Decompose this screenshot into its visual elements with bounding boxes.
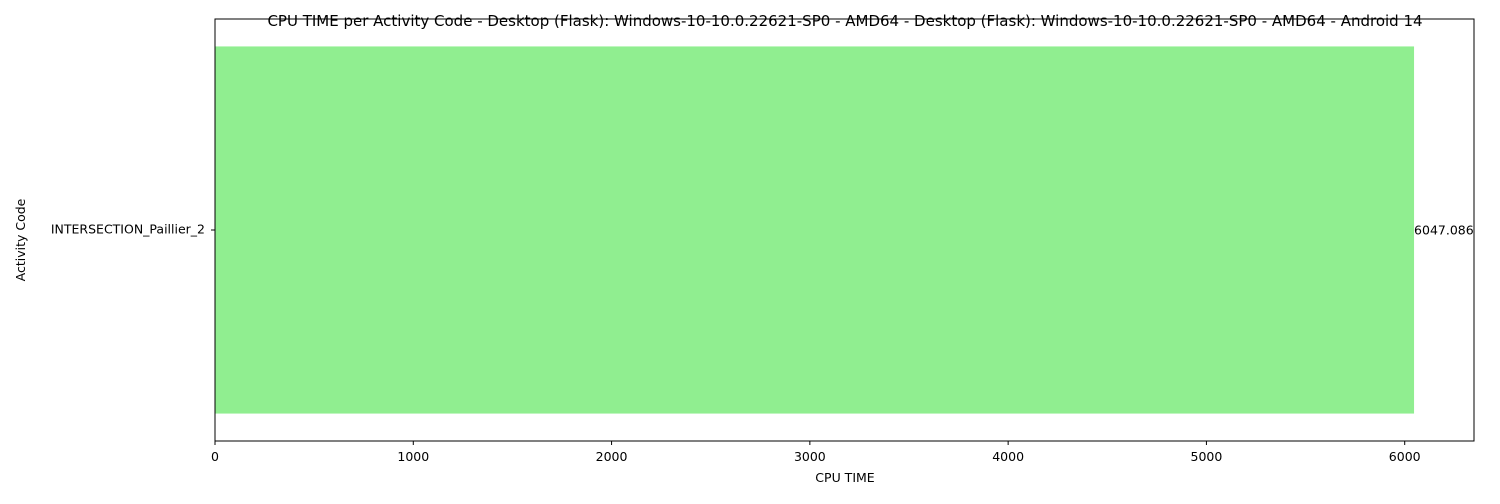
- x-tick-label: 6000: [1389, 449, 1421, 464]
- x-tick-label: 2000: [596, 449, 628, 464]
- chart-title: CPU TIME per Activity Code - Desktop (Fl…: [267, 12, 1422, 30]
- data-label-INTERSECTION_Paillier_2: 6047.086: [1414, 223, 1474, 238]
- x-axis-label: CPU TIME: [815, 470, 874, 485]
- x-tick-label: 1000: [397, 449, 429, 464]
- x-tick-label: 4000: [992, 449, 1024, 464]
- x-axis-ticks: 0 1000 2000 3000 4000 5000 6000: [211, 441, 1421, 464]
- bar-INTERSECTION_Paillier_2: [215, 46, 1415, 414]
- plot-area: 6047.086: [215, 46, 1474, 414]
- y-axis-label: Activity Code: [13, 198, 28, 281]
- y-axis-ticks: INTERSECTION_Paillier_2: [51, 222, 215, 237]
- x-tick-label: 3000: [794, 449, 826, 464]
- y-tick-label: INTERSECTION_Paillier_2: [51, 222, 205, 237]
- x-tick-label: 5000: [1191, 449, 1223, 464]
- x-tick-label: 0: [211, 449, 219, 464]
